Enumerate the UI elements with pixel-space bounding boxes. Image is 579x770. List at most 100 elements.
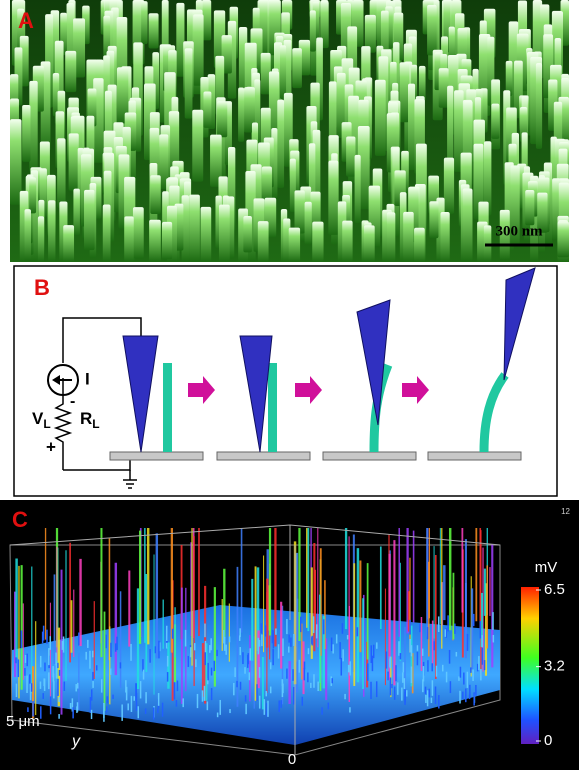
nanowire: [161, 221, 173, 260]
afm-tip: [239, 335, 273, 453]
panel-label: A: [18, 8, 34, 33]
axis-label: y: [71, 733, 81, 750]
nanowire: [29, 80, 38, 173]
nanowire: [447, 85, 454, 181]
nanowire: [22, 105, 31, 162]
nanowire: [440, 212, 450, 262]
nanowire: [354, 154, 361, 224]
nanowire: [116, 67, 129, 124]
nanowire: [292, 48, 302, 89]
nanowire: [429, 201, 439, 239]
colorbar: [521, 587, 539, 744]
nanowire: [304, 201, 312, 245]
current-source: [47, 364, 79, 396]
voltage-label: VL: [32, 409, 51, 431]
colorbar-unit: mV: [535, 559, 558, 576]
nanowire: [312, 221, 324, 262]
nanowire: [277, 99, 285, 188]
schematic-box: [13, 265, 558, 497]
substrate: [216, 451, 311, 461]
nanowire: [414, 227, 425, 262]
wire: [62, 317, 142, 363]
nanowire: [427, 4, 437, 56]
nanowire: [364, 14, 376, 53]
nanowires: [10, 0, 569, 262]
nanowire: [473, 143, 484, 220]
nanowire: [408, 83, 416, 171]
step-arrow: [402, 376, 429, 404]
nanowire: [357, 125, 370, 210]
resistor-subscript: L: [92, 417, 99, 431]
box-frame: [9, 524, 501, 755]
nanowire: [454, 90, 464, 172]
substrate: [322, 451, 417, 461]
nanowire: [124, 216, 134, 262]
nanowire: [363, 225, 375, 262]
nanowire: [403, 211, 414, 262]
substrate: [427, 451, 522, 461]
afm-tip: [122, 335, 159, 453]
nanowire: [260, 52, 271, 95]
nanowire: [386, 212, 396, 262]
colorbar-ticks: 6.5 3.2 0: [536, 581, 565, 749]
nanowire: [557, 221, 569, 258]
nanowire: [535, 63, 543, 149]
box-frame: [9, 544, 501, 756]
nanowire: [159, 134, 169, 190]
nanowire: [257, 221, 269, 262]
resistor: [53, 398, 73, 470]
axis-length: 5 μm: [6, 713, 40, 730]
nanowire: [203, 91, 212, 128]
nanowire: [102, 204, 111, 262]
nanowire: [193, 14, 204, 86]
nanowire: [150, 175, 161, 215]
nanowire: [200, 206, 212, 262]
axis-origin: 0: [288, 751, 296, 768]
nanowire: [184, 48, 193, 119]
scale-bar-label: 300 nm: [495, 223, 543, 239]
nanowire: [84, 189, 95, 251]
nanowire: [261, 166, 272, 203]
nanowire: [37, 216, 45, 262]
voltage-symbol: V: [32, 409, 44, 428]
circuit: [47, 317, 142, 489]
nanowire: [336, 72, 346, 138]
nanowire: [438, 68, 449, 108]
nanowire: [218, 204, 230, 262]
spikes: [13, 528, 495, 722]
nanowire: [57, 138, 66, 208]
nanowire: [176, 2, 185, 77]
minus-label: -: [70, 393, 75, 410]
nanowire: [238, 87, 245, 142]
corner-number: 12: [561, 507, 570, 516]
nanowire: [374, 79, 386, 156]
nanowire: [201, 0, 212, 41]
resistor-symbol: R: [80, 409, 92, 428]
nanowire: [243, 216, 252, 253]
nanowire: [73, 188, 80, 236]
nanowire: [63, 225, 75, 262]
step-arrow: [188, 376, 215, 404]
nanowire: [418, 65, 426, 101]
nanowire: [505, 60, 513, 97]
nanowire: [279, 45, 287, 100]
nanowire: [491, 103, 500, 139]
panel-label: B: [34, 275, 50, 300]
current-label: I: [85, 369, 90, 388]
nanowire: [288, 227, 301, 262]
stages: [109, 267, 536, 461]
nanowire: [141, 1, 148, 45]
nanowire: [462, 188, 473, 262]
nanowire: [132, 207, 144, 259]
nanowire: [346, 136, 356, 177]
nanowire: [268, 363, 277, 452]
nanowire: [217, 101, 228, 138]
nanowire: [210, 134, 222, 187]
plus-label: +: [46, 437, 56, 456]
nanowire: [328, 160, 339, 235]
panel-label: C: [12, 507, 28, 532]
nanowire: [65, 50, 77, 93]
nanowire: [309, 10, 316, 52]
